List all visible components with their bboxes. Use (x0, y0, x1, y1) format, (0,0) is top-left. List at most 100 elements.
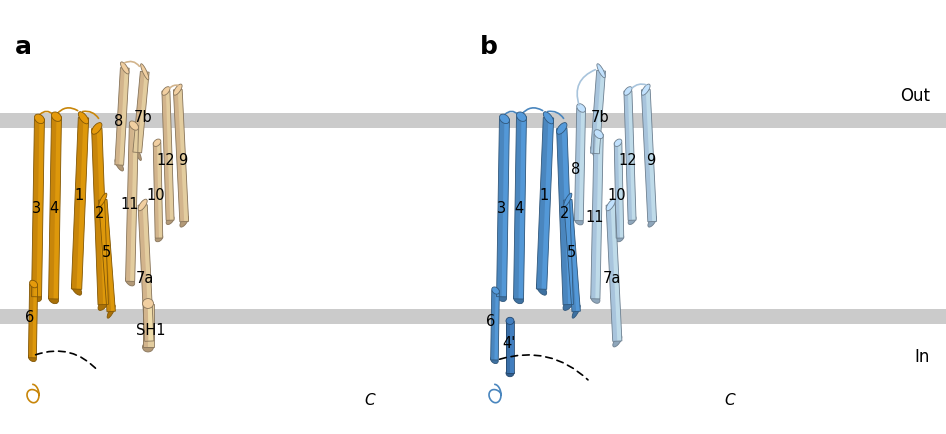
Text: 10: 10 (607, 188, 626, 203)
Text: 8: 8 (114, 114, 124, 129)
Ellipse shape (506, 318, 514, 325)
Ellipse shape (133, 145, 141, 161)
Polygon shape (618, 143, 623, 239)
Ellipse shape (497, 293, 506, 302)
Ellipse shape (143, 342, 153, 352)
Text: 9: 9 (179, 153, 187, 168)
Polygon shape (514, 117, 527, 299)
Polygon shape (98, 200, 115, 312)
Text: 7b: 7b (590, 110, 609, 125)
Ellipse shape (556, 123, 567, 135)
Polygon shape (48, 117, 61, 299)
Ellipse shape (138, 200, 148, 211)
Ellipse shape (28, 354, 36, 362)
Polygon shape (646, 90, 657, 222)
Polygon shape (119, 69, 130, 166)
Text: 10: 10 (147, 188, 166, 203)
Ellipse shape (48, 295, 59, 304)
Polygon shape (137, 72, 149, 154)
Text: 7b: 7b (133, 110, 152, 125)
Ellipse shape (614, 140, 622, 147)
Polygon shape (495, 291, 499, 360)
Text: Out: Out (900, 86, 930, 105)
Ellipse shape (141, 65, 149, 81)
Ellipse shape (563, 299, 573, 311)
Ellipse shape (594, 130, 604, 139)
Polygon shape (96, 129, 109, 305)
Polygon shape (162, 92, 174, 221)
Polygon shape (126, 126, 138, 282)
Ellipse shape (492, 287, 499, 294)
Polygon shape (614, 143, 623, 239)
Ellipse shape (590, 295, 600, 304)
Text: 6: 6 (26, 309, 35, 324)
Polygon shape (606, 205, 622, 342)
Text: 4': 4' (502, 335, 516, 350)
Polygon shape (564, 200, 580, 312)
Polygon shape (510, 321, 514, 373)
Ellipse shape (34, 115, 44, 124)
Text: 4: 4 (515, 201, 524, 216)
Bar (0, 114, 946, 129)
Text: 1: 1 (539, 188, 549, 203)
Polygon shape (173, 90, 188, 222)
Ellipse shape (536, 283, 547, 296)
Ellipse shape (590, 147, 599, 161)
Text: 12: 12 (619, 153, 638, 168)
Text: C: C (725, 392, 735, 407)
Ellipse shape (564, 194, 571, 207)
Ellipse shape (180, 217, 188, 227)
Ellipse shape (624, 88, 632, 96)
Polygon shape (166, 92, 174, 221)
Ellipse shape (130, 122, 138, 131)
Polygon shape (157, 143, 163, 239)
Ellipse shape (51, 113, 61, 122)
Text: 11: 11 (586, 210, 604, 224)
Text: 3: 3 (31, 201, 41, 216)
Polygon shape (579, 108, 586, 221)
Polygon shape (536, 118, 553, 289)
Ellipse shape (506, 370, 514, 377)
Ellipse shape (153, 140, 161, 147)
Text: 1: 1 (75, 188, 83, 203)
Text: 6: 6 (486, 314, 496, 329)
Text: In: In (915, 347, 930, 365)
Ellipse shape (166, 217, 174, 225)
Polygon shape (153, 143, 163, 239)
Polygon shape (556, 129, 573, 305)
Ellipse shape (499, 115, 509, 124)
Ellipse shape (173, 85, 182, 96)
Ellipse shape (628, 217, 636, 225)
Polygon shape (178, 90, 188, 222)
Ellipse shape (115, 160, 124, 171)
Ellipse shape (31, 293, 42, 302)
Ellipse shape (155, 235, 163, 242)
Text: SH1: SH1 (136, 322, 166, 337)
Ellipse shape (145, 335, 154, 347)
Polygon shape (32, 284, 38, 358)
Text: 11: 11 (121, 197, 139, 211)
Ellipse shape (98, 299, 109, 311)
Polygon shape (37, 119, 44, 297)
Text: C: C (365, 392, 376, 407)
Polygon shape (143, 205, 154, 342)
Polygon shape (568, 200, 580, 312)
Ellipse shape (616, 235, 623, 242)
Polygon shape (132, 72, 149, 154)
Text: 8: 8 (571, 162, 581, 177)
Polygon shape (590, 135, 604, 299)
Text: a: a (15, 35, 32, 59)
Polygon shape (31, 119, 44, 297)
Ellipse shape (572, 305, 580, 319)
Ellipse shape (120, 63, 129, 75)
Polygon shape (518, 118, 527, 299)
Ellipse shape (162, 88, 170, 96)
Polygon shape (574, 108, 586, 221)
Ellipse shape (577, 105, 586, 113)
Polygon shape (143, 304, 153, 347)
Ellipse shape (92, 123, 102, 135)
Polygon shape (28, 284, 38, 358)
Ellipse shape (574, 217, 584, 225)
Polygon shape (628, 92, 636, 221)
Text: 4: 4 (49, 201, 59, 216)
